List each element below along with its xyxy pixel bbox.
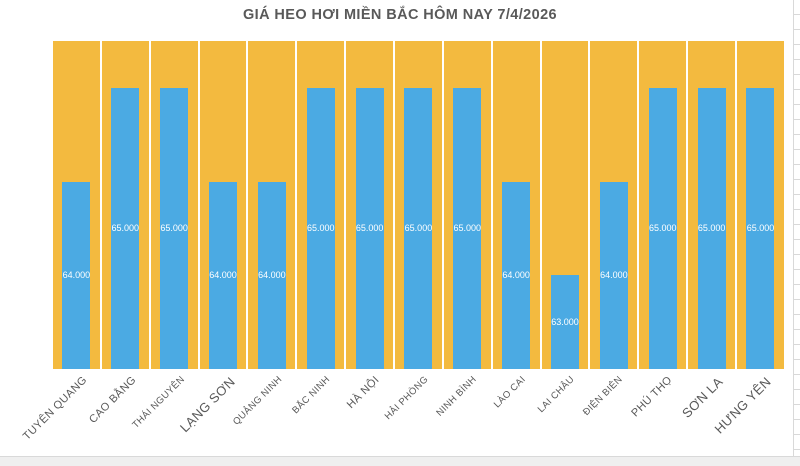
chart-column[interactable]: 65.000 [395, 41, 442, 369]
chart-column[interactable]: 65.000 [150, 41, 198, 369]
bar-value-label: 65.000 [453, 223, 482, 234]
spreadsheet-gridlines [793, 0, 800, 457]
x-axis-label[interactable]: CAO BẰNG [86, 374, 139, 426]
value-bar[interactable]: 63.000 [551, 275, 580, 369]
chart-column[interactable]: 65.000 [688, 41, 736, 369]
chart-column[interactable]: 64.000 [492, 41, 540, 369]
chart-column[interactable]: 64.000 [199, 41, 247, 369]
x-axis-label[interactable]: HÀ NỘI [345, 374, 383, 411]
value-bar[interactable]: 65.000 [355, 87, 384, 369]
chart-column[interactable]: 64.000 [53, 41, 100, 369]
bar-value-label: 65.000 [355, 223, 384, 234]
x-axis-label[interactable]: LẠNG SƠN [177, 374, 239, 436]
x-axis-label[interactable]: BẮC NINH [290, 374, 333, 417]
value-bar[interactable]: 65.000 [746, 87, 775, 369]
value-bar[interactable]: 65.000 [453, 87, 482, 369]
bar-value-label: 65.000 [697, 223, 726, 234]
x-axis-label[interactable]: TUYÊN QUANG [21, 374, 90, 443]
chart-column[interactable]: 65.000 [346, 41, 394, 369]
chart-column[interactable]: 64.000 [248, 41, 296, 369]
value-bar[interactable]: 64.000 [209, 181, 237, 369]
value-bar[interactable]: 64.000 [502, 181, 531, 369]
chart-column[interactable]: 65.000 [297, 41, 345, 369]
x-axis-label[interactable]: QUẢNG NINH [230, 374, 285, 428]
bar-value-label: 64.000 [258, 270, 286, 281]
x-axis-label[interactable]: HẢI PHÒNG [382, 374, 431, 423]
chart-column[interactable]: 65.000 [737, 41, 784, 369]
chart-column[interactable]: 64.000 [590, 41, 638, 369]
bar-value-label: 65.000 [404, 223, 433, 234]
x-axis-label[interactable]: LAI CHÂU [535, 374, 577, 416]
value-bar[interactable]: 65.000 [648, 87, 677, 369]
bar-value-label: 65.000 [306, 223, 335, 234]
x-axis-label[interactable]: PHÚ THỌ [629, 374, 675, 420]
bottom-strip [0, 456, 800, 466]
bar-value-label: 64.000 [600, 270, 628, 281]
bar-value-label: 63.000 [551, 317, 579, 328]
x-axis-label[interactable]: LÀO CAI [491, 374, 528, 411]
x-axis-label[interactable]: SƠN LA [678, 374, 726, 421]
chart-column[interactable]: 65.000 [639, 41, 687, 369]
chart-column[interactable]: 65.000 [101, 41, 149, 369]
chart-column[interactable]: 65.000 [443, 41, 491, 369]
plot-area[interactable]: 64.000 65.000 65.000 64.000 64.000 65.000 65.0… [53, 41, 784, 369]
value-bar[interactable]: 64.000 [62, 181, 91, 369]
value-bar[interactable]: 65.000 [111, 87, 140, 369]
bar-value-label: 65.000 [111, 223, 140, 234]
bar-value-label: 65.000 [160, 223, 188, 234]
chart-title[interactable]: GIÁ HEO HƠI MIỀN BẮC HÔM NAY 7/4/2026 [242, 7, 558, 23]
x-axis-label[interactable]: NINH BÌNH [434, 374, 480, 419]
bar-value-label: 64.000 [502, 270, 530, 281]
value-bar[interactable]: 65.000 [160, 87, 189, 369]
bar-value-label: 64.000 [62, 270, 91, 281]
x-axis-label[interactable]: ĐIỆN BIÊN [581, 374, 626, 418]
value-bar[interactable]: 64.000 [599, 181, 628, 369]
value-bar[interactable]: 65.000 [306, 87, 335, 369]
bar-value-label: 65.000 [648, 223, 677, 234]
bar-value-label: 64.000 [209, 270, 237, 281]
value-bar[interactable]: 65.000 [697, 87, 726, 369]
chart-column[interactable]: 63.000 [541, 41, 589, 369]
value-bar[interactable]: 64.000 [257, 181, 286, 369]
value-bar[interactable]: 65.000 [404, 87, 433, 369]
bar-value-label: 65.000 [746, 223, 775, 234]
